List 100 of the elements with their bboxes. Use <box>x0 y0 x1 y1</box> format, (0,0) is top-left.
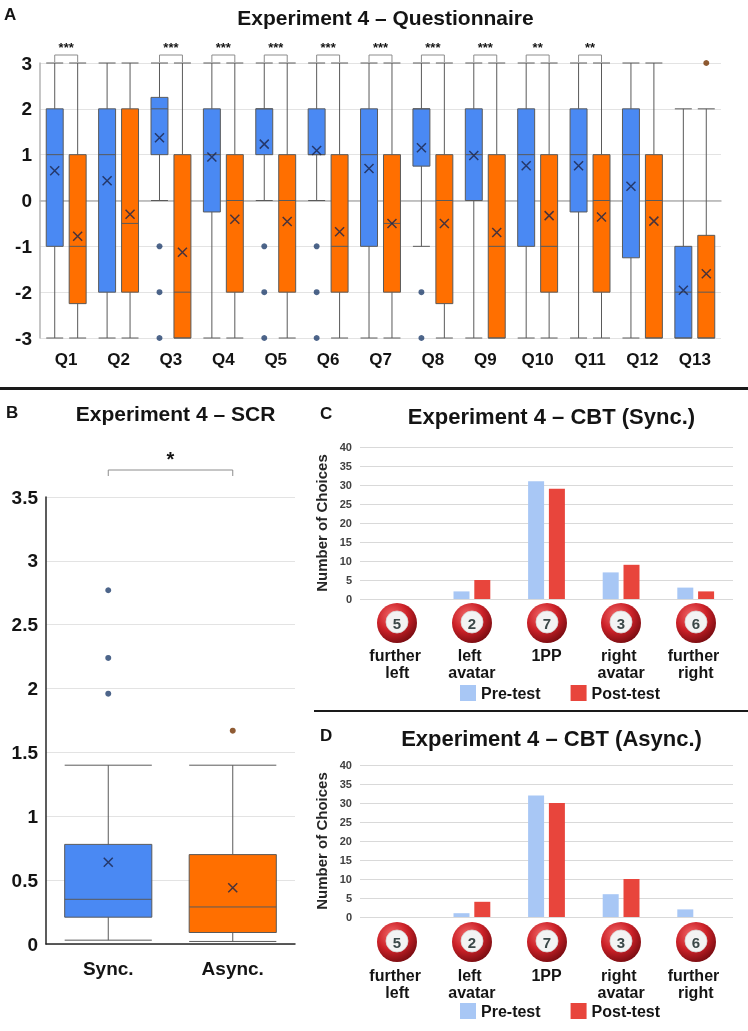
text: B <box>6 402 19 422</box>
legend-label: Pre-test <box>481 684 542 702</box>
y-tick-label: 30 <box>339 479 352 491</box>
y-tick-label: 15 <box>339 536 352 548</box>
bar <box>548 488 565 599</box>
text: * <box>166 448 175 470</box>
bar <box>548 803 565 917</box>
bar <box>528 795 545 917</box>
text: *** <box>163 40 180 55</box>
x-tick-label: Q1 <box>54 349 78 369</box>
x-tick-label: further left <box>369 967 426 1001</box>
y-tick-label: 3 <box>27 550 38 572</box>
billiard-ball-icon: 5 <box>377 603 418 643</box>
bar <box>453 591 470 599</box>
x-tick-label: right avatar <box>597 967 645 1001</box>
y-tick-label: 20 <box>339 517 352 529</box>
bar <box>623 879 640 917</box>
bar <box>602 572 619 599</box>
text: *** <box>425 40 442 55</box>
billiard-ball-icon: 7 <box>526 603 567 643</box>
y-tick-label: 0 <box>345 911 352 923</box>
x-tick-label: Q4 <box>212 349 236 369</box>
x-tick-label: further right <box>667 647 724 681</box>
billiard-ball-icon: 2 <box>451 603 492 643</box>
y-axis-title: Number of Choices <box>312 772 330 910</box>
bar <box>698 591 715 599</box>
text: D <box>320 725 333 745</box>
y-tick-label: 2 <box>27 678 38 700</box>
y-tick-label: 5 <box>345 892 352 904</box>
y-tick-label: -3 <box>15 327 32 349</box>
billiard-ball-icon: 3 <box>601 922 642 962</box>
y-tick-label: 2.5 <box>11 614 39 636</box>
y-tick-label: 40 <box>339 441 352 453</box>
x-tick-label: Q9 <box>473 349 497 369</box>
chart-title: Experiment 4 – Questionnaire <box>237 6 534 29</box>
x-tick-label: 1PP <box>531 647 562 664</box>
y-tick-label: 2 <box>21 98 32 120</box>
bar <box>453 913 470 917</box>
x-tick-label: right avatar <box>597 647 645 681</box>
x-tick-label: Q3 <box>159 349 183 369</box>
y-tick-label: 5 <box>345 574 352 586</box>
y-tick-label: 1 <box>27 805 39 827</box>
x-tick-label: left avatar <box>448 647 496 681</box>
text: *** <box>58 40 75 55</box>
x-tick-label: Q13 <box>678 349 711 369</box>
x-tick-label: Q7 <box>369 349 392 369</box>
y-tick-label: 10 <box>339 873 352 885</box>
bar <box>623 564 640 599</box>
x-tick-label: further left <box>369 647 426 681</box>
y-tick-label: 10 <box>339 555 352 567</box>
y-tick-label: 0 <box>27 933 38 955</box>
y-tick-label: 15 <box>339 854 352 866</box>
billiard-ball-icon: 2 <box>451 922 492 962</box>
y-tick-label: 0 <box>21 190 32 211</box>
y-tick-label: -1 <box>15 235 33 257</box>
bar <box>474 901 491 917</box>
billiard-ball-icon: 5 <box>377 922 418 962</box>
bar <box>677 587 694 599</box>
y-tick-label: 3 <box>21 52 32 74</box>
billiard-ball-icon: 6 <box>675 922 716 962</box>
x-tick-label: left avatar <box>448 967 496 1001</box>
text: ** <box>532 40 544 55</box>
text: *** <box>215 40 232 55</box>
text: A <box>4 4 17 24</box>
legend-label: Pre-test <box>481 1002 542 1020</box>
legend-label: Post-test <box>591 684 661 702</box>
bar <box>474 580 491 599</box>
chart-title: Experiment 4 – CBT (Async.) <box>401 725 702 751</box>
bar <box>677 909 694 917</box>
y-tick-label: 20 <box>339 835 352 847</box>
text: *** <box>320 40 337 55</box>
y-tick-label: 1 <box>21 144 33 166</box>
x-tick-label: Q8 <box>421 349 445 369</box>
x-tick-label: Q10 <box>521 349 554 369</box>
y-tick-label: 0 <box>345 593 352 605</box>
text: *** <box>477 40 494 55</box>
y-tick-label: 1.5 <box>11 741 39 763</box>
y-tick-label: 3.5 <box>11 486 39 508</box>
chart-title: Experiment 4 – SCR <box>75 402 276 425</box>
y-tick-label: 25 <box>339 816 352 828</box>
x-tick-label: 1PP <box>531 967 562 984</box>
bar <box>602 894 619 917</box>
x-tick-label: Q6 <box>316 349 340 369</box>
chart-title: Experiment 4 – CBT (Sync.) <box>407 403 696 429</box>
y-tick-label: 35 <box>339 460 352 472</box>
y-tick-label: -2 <box>15 281 32 303</box>
y-axis-title: Number of Choices <box>312 454 330 592</box>
x-tick-label: Q11 <box>574 349 606 369</box>
x-tick-label: Sync. <box>82 957 134 979</box>
x-tick-label: further right <box>667 967 724 1001</box>
y-tick-label: 40 <box>339 759 352 771</box>
billiard-ball-icon: 7 <box>526 922 567 962</box>
legend-label: Post-test <box>591 1002 661 1020</box>
bar <box>528 481 545 599</box>
text: *** <box>268 40 285 55</box>
y-tick-label: 35 <box>339 778 352 790</box>
x-tick-label: Q12 <box>626 349 659 369</box>
x-tick-label: Q5 <box>264 349 288 369</box>
x-tick-label: Async. <box>201 957 264 979</box>
text: ** <box>584 40 597 55</box>
